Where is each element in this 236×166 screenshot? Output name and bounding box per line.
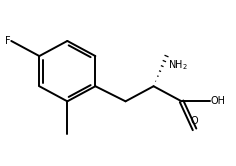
- Text: O: O: [191, 116, 198, 126]
- Text: NH$_2$: NH$_2$: [168, 58, 187, 72]
- Text: F: F: [4, 36, 10, 46]
- Text: OH: OH: [211, 96, 226, 106]
